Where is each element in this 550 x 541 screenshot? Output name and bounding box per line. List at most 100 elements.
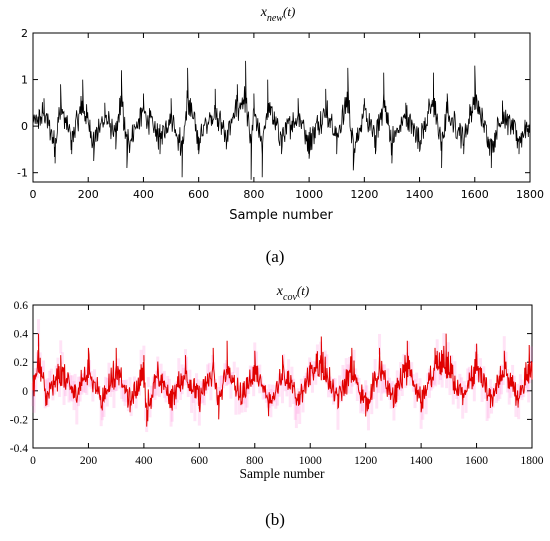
band-mark xyxy=(186,379,190,398)
band-mark xyxy=(375,381,379,409)
band-mark xyxy=(507,377,511,405)
y-tick-label: 1 xyxy=(21,74,28,87)
x-tick-label: 1200 xyxy=(350,188,378,201)
band-mark xyxy=(460,377,464,391)
band-mark xyxy=(232,361,236,374)
band-mark xyxy=(62,377,66,405)
band-mark xyxy=(115,370,119,391)
band-mark xyxy=(415,372,419,383)
y-tick-label: 0 xyxy=(21,120,28,133)
band-mark xyxy=(37,319,41,347)
band-mark xyxy=(434,357,438,387)
chart-b-tick-labels: 0 200 400 600 800 1000 1200 1400 1600 1800 -0.4 -0.… xyxy=(10,300,544,467)
chart-b: xcov(t) 0 200 400 600 800 1000 1200 1400 1600 180… xyxy=(10,283,544,529)
chart-a: xnew(t) 0 200 400 600 800 1000 1200 1400 1600 180… xyxy=(17,4,544,266)
band-mark xyxy=(254,351,258,371)
band-mark xyxy=(517,390,521,420)
band-mark xyxy=(319,341,323,359)
x-tick-label: 1600 xyxy=(461,188,489,201)
band-mark xyxy=(498,370,502,399)
x-tick-label: 1800 xyxy=(516,188,544,201)
band-mark xyxy=(529,346,533,363)
band-mark xyxy=(118,368,122,389)
band-mark xyxy=(488,379,492,397)
band-mark xyxy=(451,378,455,405)
chart-a-panel-label: (a) xyxy=(266,247,285,266)
band-mark xyxy=(464,385,468,413)
y-tick-label: -1 xyxy=(17,167,28,180)
band-mark xyxy=(191,383,195,403)
band-mark xyxy=(366,401,370,431)
band-mark xyxy=(413,379,417,409)
band-mark xyxy=(419,401,423,429)
chart-b-panel-label: (b) xyxy=(265,510,285,529)
x-tick-label: 1200 xyxy=(354,455,377,467)
band-mark xyxy=(310,365,314,393)
band-mark xyxy=(408,369,412,386)
band-mark xyxy=(102,394,106,417)
band-mark xyxy=(197,402,201,426)
band-mark xyxy=(32,385,36,413)
x-tick-label: 400 xyxy=(135,455,153,467)
band-mark xyxy=(404,361,408,388)
band-mark xyxy=(527,375,531,403)
band-mark xyxy=(167,378,171,394)
x-tick-label: 200 xyxy=(78,188,99,201)
band-mark xyxy=(437,359,441,385)
band-mark xyxy=(456,387,460,409)
band-mark xyxy=(281,374,284,404)
band-mark xyxy=(327,382,331,398)
band-mark xyxy=(402,353,406,368)
band-mark xyxy=(81,373,85,393)
band-mark xyxy=(478,358,482,369)
band-mark xyxy=(67,372,71,403)
band-mark xyxy=(166,375,170,389)
band-mark xyxy=(338,375,342,389)
y-tick-label: 0 xyxy=(22,386,28,398)
chart-a-axes-box xyxy=(32,32,531,183)
band-mark xyxy=(220,375,224,393)
band-mark xyxy=(161,372,165,394)
band-mark xyxy=(440,360,444,388)
band-mark xyxy=(237,385,241,415)
x-tick-label: 800 xyxy=(243,188,264,201)
x-tick-label: 0 xyxy=(30,455,36,467)
y-tick-label: -0.2 xyxy=(10,414,28,426)
band-mark xyxy=(75,395,79,425)
band-mark xyxy=(373,359,377,376)
band-mark xyxy=(49,368,53,390)
band-mark xyxy=(190,385,194,413)
band-mark xyxy=(445,369,449,389)
band-mark xyxy=(120,380,124,399)
band-mark xyxy=(94,378,98,390)
band-mark xyxy=(93,369,97,390)
band-mark xyxy=(514,395,518,417)
band-mark xyxy=(153,380,157,401)
band-mark xyxy=(48,370,52,389)
band-mark xyxy=(453,361,457,380)
band-mark xyxy=(159,363,163,374)
band-mark xyxy=(462,381,466,396)
band-mark xyxy=(392,398,396,421)
band-mark xyxy=(209,372,213,401)
band-mark xyxy=(288,382,292,408)
band-mark xyxy=(134,390,138,409)
band-mark xyxy=(218,376,222,396)
band-mark xyxy=(188,369,192,390)
x-tick-label: 800 xyxy=(246,455,264,467)
band-mark xyxy=(274,385,278,409)
band-mark xyxy=(293,393,297,420)
band-mark xyxy=(397,377,401,400)
band-mark xyxy=(290,366,294,382)
band-mark xyxy=(34,368,38,391)
x-tick-label: 1400 xyxy=(410,455,433,467)
band-mark xyxy=(59,340,63,354)
band-mark xyxy=(146,377,150,388)
band-mark xyxy=(139,349,143,366)
band-mark xyxy=(144,398,148,421)
band-mark xyxy=(245,378,249,408)
x-tick-label: 400 xyxy=(133,188,154,201)
band-mark xyxy=(336,400,340,430)
band-mark xyxy=(60,352,64,365)
